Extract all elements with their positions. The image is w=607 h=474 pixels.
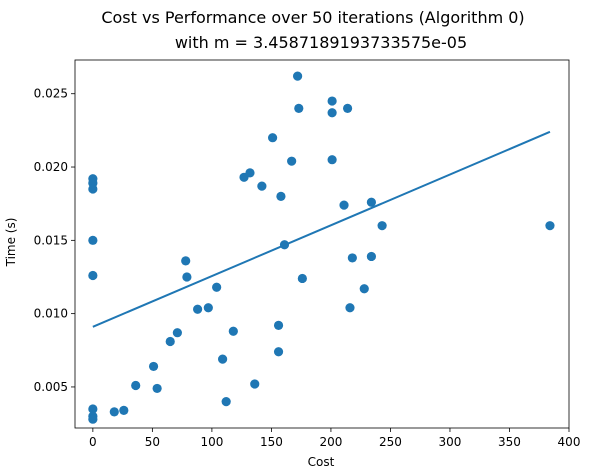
- data-point: [342, 103, 353, 113]
- data-point: [152, 383, 162, 394]
- x-tick-label: 0: [89, 435, 97, 449]
- chart-title: Cost vs Performance over 50 iterations (…: [101, 8, 524, 27]
- y-tick-label: 0.015: [34, 233, 68, 247]
- data-point: [218, 354, 228, 364]
- data-point: [203, 303, 213, 313]
- data-point: [545, 221, 555, 231]
- data-point: [268, 133, 278, 143]
- data-point: [250, 379, 260, 389]
- data-point: [148, 361, 159, 372]
- x-tick-label: 100: [200, 435, 223, 449]
- data-point: [221, 397, 231, 407]
- data-point: [276, 191, 286, 201]
- trend-line: [92, 130, 551, 328]
- data-point: [339, 200, 349, 210]
- data-point: [88, 270, 98, 281]
- data-point: [287, 156, 297, 166]
- data-point: [182, 272, 192, 282]
- data-point: [88, 414, 98, 424]
- data-point: [165, 336, 175, 347]
- axes: 0 50 100 150 200 250 300 350 400 0.005 0.010 0.015 0…: [34, 59, 581, 449]
- data-point: [345, 303, 355, 313]
- x-tick-label: 350: [498, 435, 521, 449]
- data-point: [297, 273, 307, 284]
- data-point: [88, 404, 98, 414]
- data-point: [279, 240, 290, 250]
- data-point: [377, 221, 387, 231]
- data-point: [228, 326, 238, 336]
- data-point: [366, 197, 376, 207]
- data-point: [347, 253, 357, 263]
- data-point: [366, 251, 376, 262]
- data-point: [193, 304, 203, 314]
- y-tick-label: 0.020: [34, 160, 68, 174]
- data-point: [257, 181, 267, 191]
- trend-line-layer: [92, 130, 551, 328]
- y-tick-label: 0.025: [34, 87, 68, 101]
- y-tick-label: 0.010: [34, 307, 68, 321]
- data-point: [292, 71, 303, 81]
- data-point: [273, 347, 284, 357]
- data-point: [327, 155, 337, 165]
- data-point: [109, 407, 119, 417]
- y-axis-label: Time (s): [4, 218, 18, 268]
- data-point: [359, 284, 369, 294]
- data-point: [294, 103, 304, 113]
- data-point: [88, 235, 98, 245]
- data-point: [212, 282, 222, 292]
- x-tick-label: 150: [260, 435, 283, 449]
- x-tick-label: 250: [379, 435, 402, 449]
- data-point: [327, 96, 337, 106]
- x-tick-label: 50: [145, 435, 160, 449]
- y-tick-label: 0.005: [34, 380, 68, 394]
- chart-subtitle: with m = 3.4587189193733575e-05: [175, 33, 467, 52]
- data-point: [88, 184, 98, 194]
- x-tick-label: 200: [319, 435, 342, 449]
- data-point: [172, 328, 182, 338]
- x-tick-label: 400: [558, 435, 581, 449]
- x-tick-label: 300: [439, 435, 462, 449]
- data-point: [131, 380, 141, 391]
- data-point: [273, 320, 284, 330]
- plot-frame: [74, 59, 570, 429]
- data-points: [88, 71, 555, 424]
- data-point: [181, 256, 191, 266]
- data-point: [327, 108, 337, 118]
- data-point: [119, 405, 129, 416]
- x-axis-label: Cost: [308, 455, 335, 469]
- data-point: [245, 168, 255, 178]
